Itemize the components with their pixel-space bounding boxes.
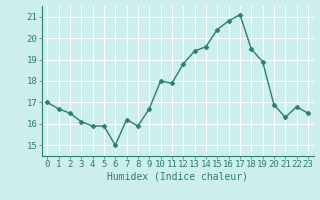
X-axis label: Humidex (Indice chaleur): Humidex (Indice chaleur): [107, 172, 248, 182]
